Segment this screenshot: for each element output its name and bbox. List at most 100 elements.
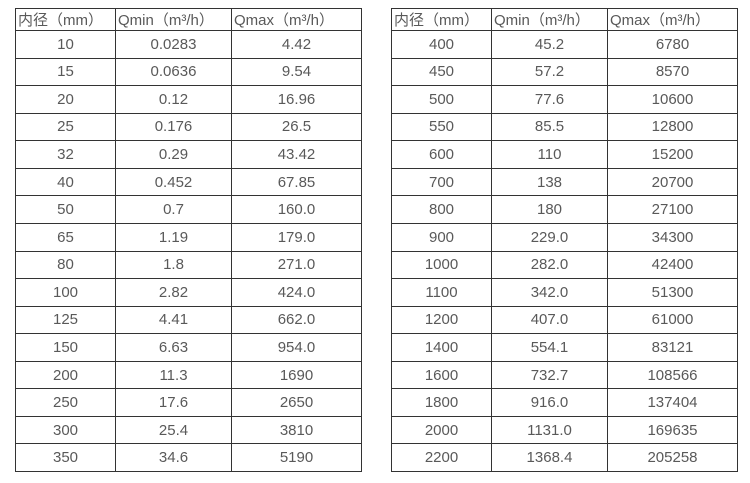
cell-diameter: 10 — [15, 30, 116, 59]
cell-qmax: 1690 — [231, 360, 362, 390]
header-cell-qmin: Qmin（m³/h） — [491, 8, 608, 31]
cell-diameter: 1400 — [391, 333, 492, 362]
cell-qmax: 271.0 — [231, 250, 362, 280]
cell-diameter: 32 — [15, 140, 116, 169]
cell-qmin: 282.0 — [491, 250, 608, 280]
table-row: 1600 732.7 108566 — [391, 360, 738, 390]
cell-qmax: 108566 — [607, 360, 738, 390]
table-row: 65 1.19 179.0 — [15, 222, 362, 252]
cell-diameter: 200 — [15, 360, 116, 390]
cell-diameter: 550 — [391, 112, 492, 142]
cell-qmin: 57.2 — [491, 57, 608, 87]
cell-diameter: 700 — [391, 167, 492, 197]
cell-qmax: 10600 — [607, 85, 738, 114]
cell-qmax: 160.0 — [231, 195, 362, 224]
header-cell-qmax: Qmax（m³/h） — [607, 8, 738, 31]
cell-qmax: 4.42 — [231, 30, 362, 59]
table-row: 25 0.176 26.5 — [15, 112, 362, 142]
cell-qmin: 17.6 — [115, 388, 232, 417]
cell-qmax: 424.0 — [231, 278, 362, 307]
cell-diameter: 900 — [391, 222, 492, 252]
cell-qmin: 34.6 — [115, 443, 232, 472]
cell-qmin: 45.2 — [491, 30, 608, 59]
cell-diameter: 2000 — [391, 415, 492, 445]
cell-diameter: 1200 — [391, 305, 492, 335]
table-body: 400 45.2 6780 450 57.2 8570 500 77.6 10600 550 85.… — [391, 30, 738, 472]
table-header: 内径（mm） Qmin（m³/h） Qmax（m³/h） — [15, 8, 362, 31]
cell-qmax: 137404 — [607, 388, 738, 417]
table-row: 15 0.0636 9.54 — [15, 57, 362, 87]
table-row: 250 17.6 2650 — [15, 388, 362, 417]
header-row: 内径（mm） Qmin（m³/h） Qmax（m³/h） — [391, 8, 738, 31]
cell-diameter: 65 — [15, 222, 116, 252]
cell-qmax: 954.0 — [231, 333, 362, 362]
cell-qmax: 3810 — [231, 415, 362, 445]
cell-qmin: 1368.4 — [491, 443, 608, 472]
table-row: 550 85.5 12800 — [391, 112, 738, 142]
cell-qmax: 12800 — [607, 112, 738, 142]
flow-table-large-diameters: 内径（mm） Qmin（m³/h） Qmax（m³/h） 400 45.2 6780 45… — [391, 8, 738, 472]
cell-qmax: 179.0 — [231, 222, 362, 252]
table-row: 32 0.29 43.42 — [15, 140, 362, 169]
table-row: 2200 1368.4 205258 — [391, 443, 738, 472]
table-row: 800 180 27100 — [391, 195, 738, 224]
cell-diameter: 1600 — [391, 360, 492, 390]
table-row: 1200 407.0 61000 — [391, 305, 738, 335]
cell-qmax: 205258 — [607, 443, 738, 472]
cell-diameter: 80 — [15, 250, 116, 280]
table-header: 内径（mm） Qmin（m³/h） Qmax（m³/h） — [391, 8, 738, 31]
table-row: 350 34.6 5190 — [15, 443, 362, 472]
cell-diameter: 25 — [15, 112, 116, 142]
table-row: 1000 282.0 42400 — [391, 250, 738, 280]
cell-qmin: 916.0 — [491, 388, 608, 417]
cell-qmin: 180 — [491, 195, 608, 224]
cell-diameter: 50 — [15, 195, 116, 224]
cell-qmax: 67.85 — [231, 167, 362, 197]
cell-diameter: 800 — [391, 195, 492, 224]
table-row: 450 57.2 8570 — [391, 57, 738, 87]
table-row: 2000 1131.0 169635 — [391, 415, 738, 445]
table-row: 100 2.82 424.0 — [15, 278, 362, 307]
cell-diameter: 150 — [15, 333, 116, 362]
header-cell-qmax: Qmax（m³/h） — [231, 8, 362, 31]
table-row: 20 0.12 16.96 — [15, 85, 362, 114]
cell-qmin: 732.7 — [491, 360, 608, 390]
table-row: 150 6.63 954.0 — [15, 333, 362, 362]
cell-qmax: 8570 — [607, 57, 738, 87]
cell-diameter: 350 — [15, 443, 116, 472]
cell-qmax: 5190 — [231, 443, 362, 472]
cell-qmin: 138 — [491, 167, 608, 197]
cell-qmin: 110 — [491, 140, 608, 169]
cell-qmin: 2.82 — [115, 278, 232, 307]
cell-qmin: 1131.0 — [491, 415, 608, 445]
cell-qmin: 0.7 — [115, 195, 232, 224]
cell-qmin: 0.0636 — [115, 57, 232, 87]
cell-qmax: 42400 — [607, 250, 738, 280]
cell-diameter: 450 — [391, 57, 492, 87]
cell-qmax: 27100 — [607, 195, 738, 224]
table-row: 200 11.3 1690 — [15, 360, 362, 390]
cell-diameter: 1000 — [391, 250, 492, 280]
cell-qmin: 342.0 — [491, 278, 608, 307]
cell-diameter: 2200 — [391, 443, 492, 472]
header-cell-diameter: 内径（mm） — [391, 8, 492, 31]
cell-qmax: 9.54 — [231, 57, 362, 87]
cell-qmax: 16.96 — [231, 85, 362, 114]
cell-qmin: 85.5 — [491, 112, 608, 142]
cell-qmax: 26.5 — [231, 112, 362, 142]
cell-qmin: 11.3 — [115, 360, 232, 390]
cell-qmax: 6780 — [607, 30, 738, 59]
cell-qmin: 554.1 — [491, 333, 608, 362]
cell-qmin: 229.0 — [491, 222, 608, 252]
cell-qmin: 25.4 — [115, 415, 232, 445]
cell-qmax: 2650 — [231, 388, 362, 417]
cell-diameter: 125 — [15, 305, 116, 335]
cell-qmin: 0.176 — [115, 112, 232, 142]
cell-diameter: 250 — [15, 388, 116, 417]
cell-qmin: 0.12 — [115, 85, 232, 114]
cell-diameter: 15 — [15, 57, 116, 87]
cell-qmax: 662.0 — [231, 305, 362, 335]
cell-diameter: 500 — [391, 85, 492, 114]
table-row: 125 4.41 662.0 — [15, 305, 362, 335]
header-row: 内径（mm） Qmin（m³/h） Qmax（m³/h） — [15, 8, 362, 31]
